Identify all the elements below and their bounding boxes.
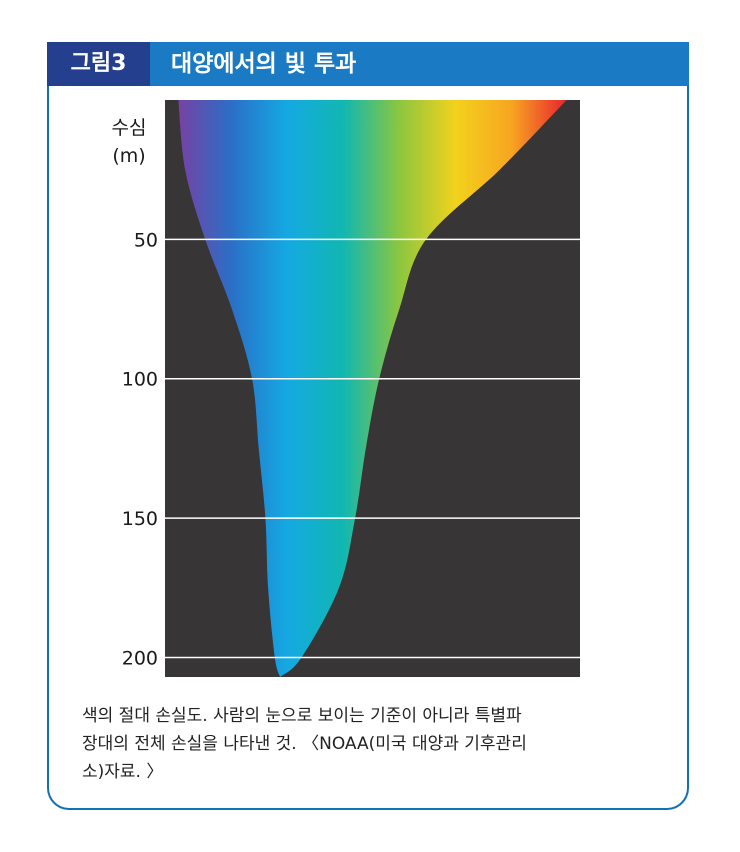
figure-caption: 색의 절대 손실도. 사람의 눈으로 보이는 기준이 아니라 특별파 장대의 전… [82, 702, 672, 786]
figure-number: 그림3 [47, 42, 150, 86]
y-tick-label-50: 50 [134, 229, 158, 251]
y-tick-label-200: 200 [122, 647, 158, 669]
y-axis-ticks: 50 100 150 200 [122, 229, 158, 669]
figure-title: 대양에서의 빛 투과 [171, 51, 357, 77]
caption-line-1: 색의 절대 손실도. 사람의 눈으로 보이는 기준이 아니라 특별파 [82, 706, 522, 726]
figure-title-bar: 그림3 대양에서의 빛 투과 [47, 42, 689, 86]
spectrum-area [178, 100, 567, 677]
y-axis-label-line2: (m) [112, 145, 145, 167]
caption-line-3: 소)자료. 〉 [82, 762, 164, 782]
gridlines [165, 238, 580, 659]
y-tick-label-150: 150 [122, 508, 158, 530]
y-tick-label-100: 100 [122, 369, 158, 391]
caption-line-2: 장대의 전체 손실을 나타낸 것. 〈NOAA(미국 대양과 기후관리 [82, 734, 527, 754]
light-spectrum-shape [178, 100, 567, 677]
y-axis-label-line1: 수심 [112, 117, 147, 139]
